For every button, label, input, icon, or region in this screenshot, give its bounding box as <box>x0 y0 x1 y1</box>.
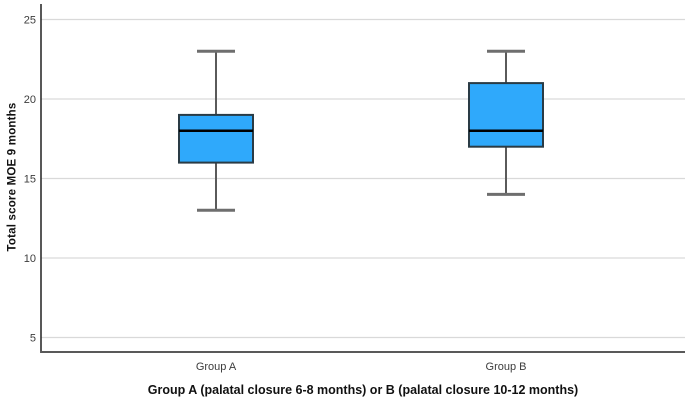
x-axis-title: Group A (palatal closure 6-8 months) or … <box>147 383 579 397</box>
iqr-box-group-b <box>468 82 544 148</box>
x-tick-label-group-b: Group B <box>486 361 527 373</box>
y-tick-label-25: 25 <box>24 15 36 27</box>
y-tick-label-5: 5 <box>30 333 36 345</box>
y-tick-label-10: 10 <box>24 253 36 265</box>
iqr-box-group-a <box>178 113 254 164</box>
y-tick-label-20: 20 <box>24 94 36 106</box>
y-tick-label-15: 15 <box>24 174 36 186</box>
x-tick-label-group-a: Group A <box>196 361 237 373</box>
